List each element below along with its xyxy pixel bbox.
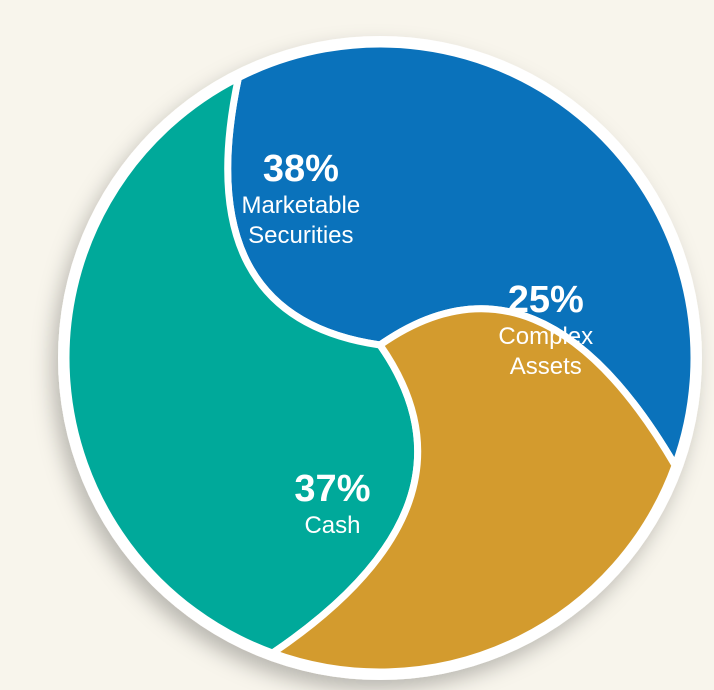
slice bbox=[269, 305, 679, 676]
value-label: 25% bbox=[507, 279, 584, 322]
slice-label: 25% Complex Assets bbox=[461, 278, 631, 382]
value-label: 37% bbox=[294, 468, 371, 511]
slice-label: 37% Cash bbox=[247, 467, 417, 541]
category-label: Marketable Securities bbox=[241, 191, 361, 249]
slice-label: 38% Marketable Securities bbox=[216, 147, 386, 251]
category-label: Cash bbox=[304, 512, 361, 540]
slices bbox=[62, 40, 698, 676]
category-label: Complex Assets bbox=[498, 323, 594, 381]
value-label: 38% bbox=[262, 147, 339, 190]
